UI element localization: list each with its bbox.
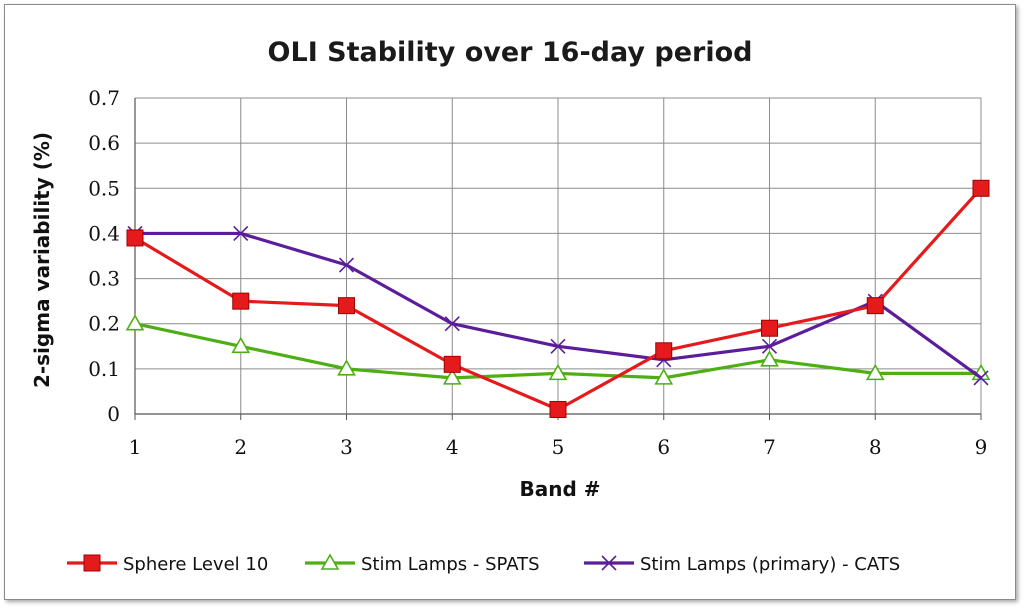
legend-label: Stim Lamps (primary) - CATS: [640, 554, 900, 575]
data-point-x: [601, 555, 617, 571]
data-point-triangle: [442, 368, 462, 385]
data-point-x: [973, 370, 989, 386]
legend-item: Sphere Level 10: [67, 554, 268, 575]
data-point-triangle: [548, 363, 568, 381]
data-point-square: [972, 179, 990, 197]
x-tick-label: 2: [234, 435, 247, 459]
series-sphere-level-10: [126, 179, 990, 418]
y-tick-label: 0.7: [88, 86, 120, 110]
data-point-square: [126, 229, 144, 247]
data-point-x-stroke: [233, 225, 249, 241]
data-point-triangle: [337, 359, 356, 376]
x-tick-label: 4: [446, 435, 459, 459]
data-point-square: [549, 400, 567, 418]
x-tick-label: 7: [763, 435, 776, 459]
data-point-x: [761, 338, 778, 354]
data-point-triangle: [654, 368, 674, 385]
data-point-square: [232, 292, 250, 310]
y-tick-label: 0: [107, 402, 120, 426]
data-point-x: [338, 257, 355, 273]
data-point-square: [866, 297, 884, 315]
data-point-square: [655, 342, 673, 360]
x-tick-label: 5: [552, 435, 565, 459]
x-tick-label: 1: [129, 435, 142, 459]
x-tick-label: 3: [340, 435, 353, 459]
y-tick-label: 0.5: [88, 176, 120, 200]
y-tick-label: 0.6: [88, 131, 120, 155]
data-point-x: [550, 338, 566, 354]
y-axis-ticks: 0 0.1 0.2 0.3 0.4 0.5 0.6 0.7: [88, 86, 120, 426]
data-point-x-stroke: [973, 370, 989, 386]
data-point-triangle: [865, 363, 885, 381]
data-point-x-stroke: [601, 555, 617, 571]
data-point-x-stroke: [338, 257, 355, 273]
y-tick-label: 0.4: [88, 221, 120, 245]
x-tick-label: 6: [657, 435, 670, 459]
x-tick-label: 9: [975, 435, 988, 459]
data-point-x-stroke: [761, 338, 778, 354]
legend-label: Sphere Level 10: [123, 554, 268, 575]
data-point-square: [338, 297, 355, 315]
data-point-square: [761, 319, 778, 337]
data-point-square: [83, 554, 101, 572]
data-point-x: [233, 225, 249, 241]
data-point-x-stroke: [550, 338, 566, 354]
data-point-triangle: [125, 314, 145, 331]
data-point-x-stroke: [444, 316, 460, 332]
y-axis-label: 2-sigma variability (%): [30, 132, 54, 388]
chart-frame: OLI Stability over 16-day period 0 0.1 0.2…: [4, 4, 1016, 600]
series-stim-lamps-spats: [125, 314, 991, 385]
x-axis-ticks: 1 2 3 4 5 6 7 8 9: [129, 435, 988, 459]
legend-label: Stim Lamps - SPATS: [361, 554, 540, 575]
legend-item: Stim Lamps - SPATS: [305, 553, 540, 575]
data-point-triangle: [760, 350, 779, 367]
legend-item: Stim Lamps (primary) - CATS: [584, 554, 900, 575]
series-layer: [125, 179, 991, 418]
data-point-square: [443, 355, 461, 373]
y-tick-label: 0.3: [88, 267, 120, 291]
y-tick-label: 0.1: [88, 357, 120, 381]
y-tick-label: 0.2: [88, 312, 120, 336]
data-point-triangle: [231, 336, 251, 354]
line-chart: OLI Stability over 16-day period 0 0.1 0.2…: [30, 37, 991, 575]
grid: [135, 97, 982, 414]
legend: Sphere Level 10 Stim Lamps - SPATS Stim La…: [67, 553, 900, 575]
x-tick-label: 8: [869, 435, 882, 459]
x-axis-label: Band #: [519, 477, 600, 501]
data-point-x: [444, 316, 460, 332]
data-point-triangle: [320, 553, 340, 570]
chart-title: OLI Stability over 16-day period: [268, 37, 753, 68]
